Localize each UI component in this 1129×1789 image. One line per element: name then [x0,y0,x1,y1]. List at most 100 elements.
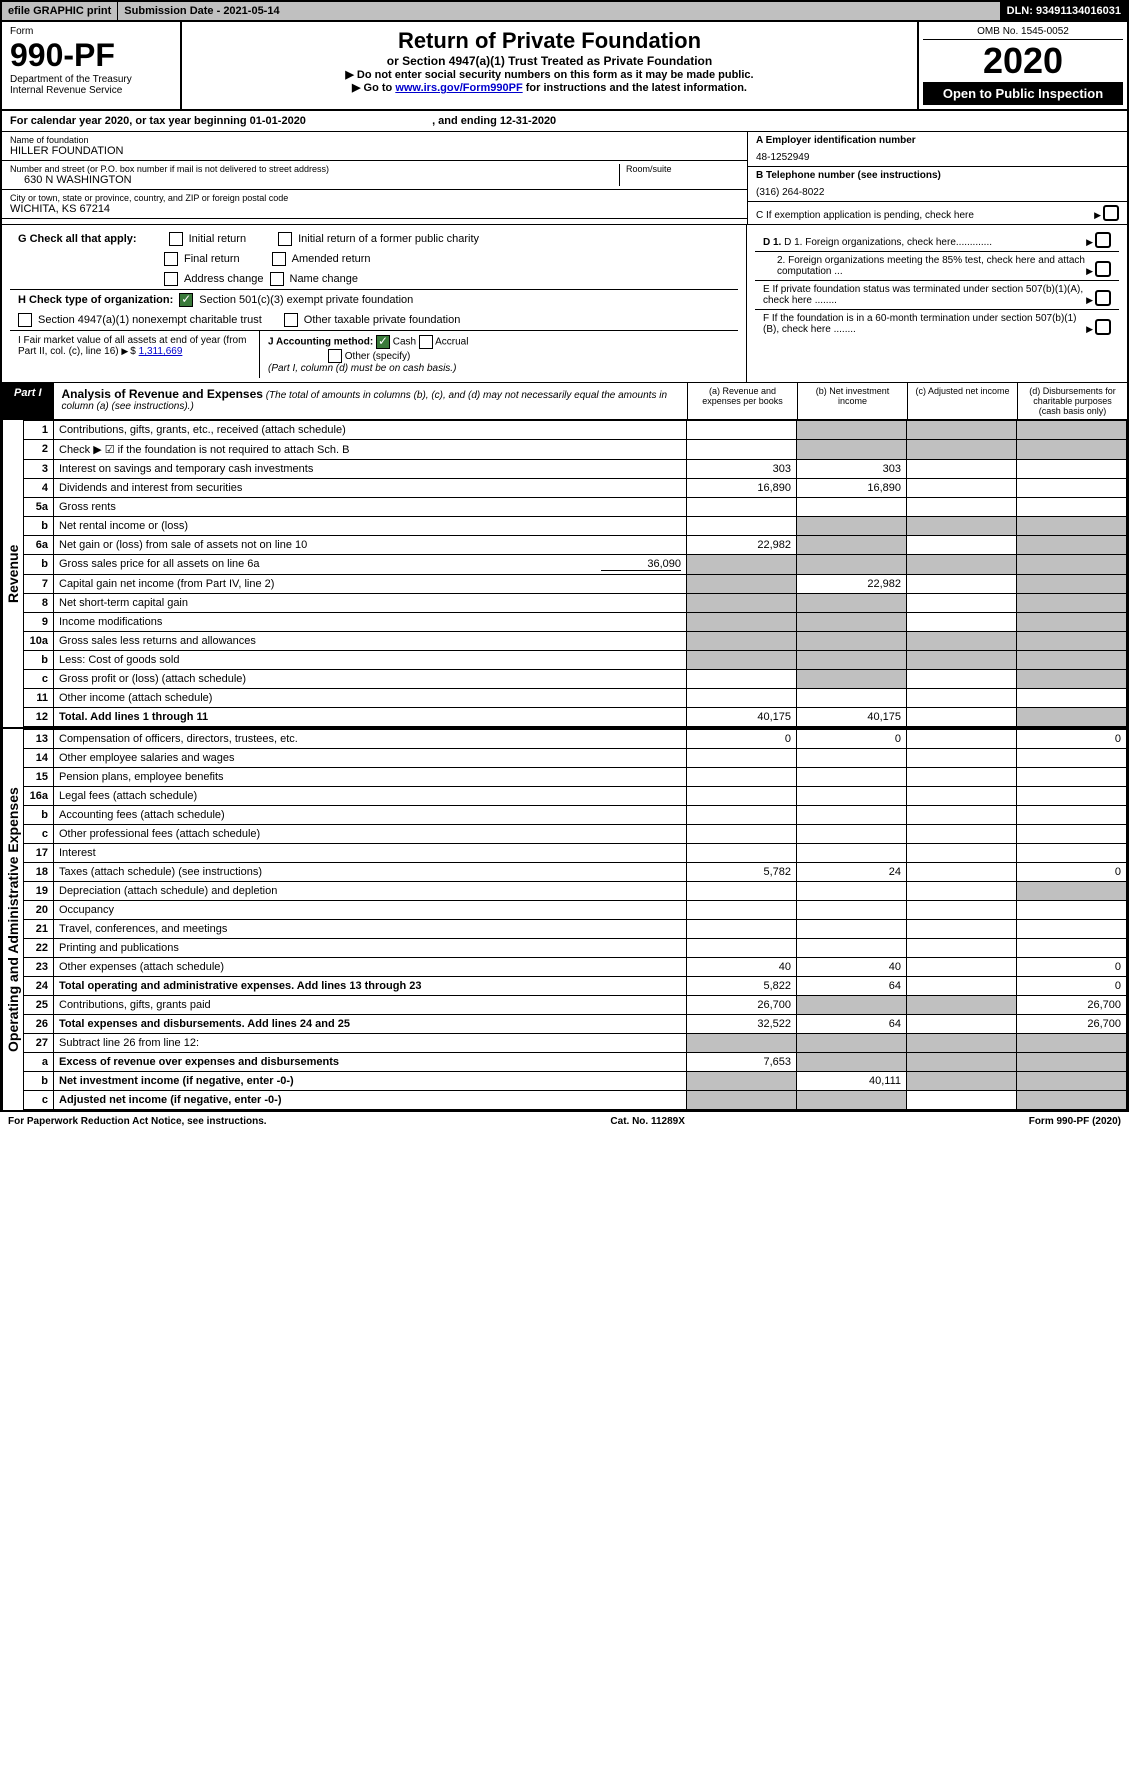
col-d [1017,575,1127,594]
row-number: 8 [24,594,54,613]
footer-mid: Cat. No. 11289X [610,1116,684,1127]
amended-checkbox[interactable] [272,252,286,266]
foundation-name: HILLER FOUNDATION [10,145,739,157]
col-c [907,689,1017,708]
row-number: 6a [24,536,54,555]
final-label: Final return [184,253,240,265]
col-b [797,670,907,689]
table-row: 17Interest [24,844,1127,863]
row-number: 11 [24,689,54,708]
col-b [797,651,907,670]
col-d [1017,460,1127,479]
d2-checkbox[interactable] [1095,261,1111,277]
col-d: 26,700 [1017,996,1127,1015]
col-b [797,594,907,613]
row-number: 7 [24,575,54,594]
col-c [907,421,1017,440]
row-number: 25 [24,996,54,1015]
accrual-checkbox[interactable] [419,335,433,349]
col-b-hdr: (b) Net investment income [797,383,907,419]
entity-right: A Employer identification number 48-1252… [747,132,1127,224]
initial-label: Initial return [189,233,246,245]
col-a [687,440,797,460]
topbar: efile GRAPHIC print Submission Date - 20… [2,2,1127,22]
cash-checkbox[interactable] [376,335,390,349]
c-checkbox[interactable] [1103,205,1119,221]
col-a [687,517,797,536]
expenses-table: 13Compensation of officers, directors, t… [23,729,1127,1110]
row-number: b [24,555,54,575]
col-d [1017,768,1127,787]
row-number: 10a [24,632,54,651]
row-desc: Total expenses and disbursements. Add li… [54,1015,687,1034]
f-label: F If the foundation is in a 60-month ter… [763,313,1086,335]
col-b [797,632,907,651]
i-value[interactable]: 1,311,669 [139,346,183,357]
row-number: 3 [24,460,54,479]
col-b [797,421,907,440]
col-d: 26,700 [1017,1015,1127,1034]
c-label: C If exemption application is pending, c… [756,210,1094,221]
form-title: Return of Private Foundation [188,28,911,54]
row-desc: Interest [54,844,687,863]
tax-year: 2020 [923,40,1123,82]
department: Department of the Treasury Internal Reve… [10,74,172,96]
4947-checkbox[interactable] [18,313,32,327]
table-row: 18Taxes (attach schedule) (see instructi… [24,863,1127,882]
col-b: 24 [797,863,907,882]
j-note: (Part I, column (d) must be on cash basi… [268,363,456,374]
col-d [1017,708,1127,727]
col-c [907,787,1017,806]
other-method-checkbox[interactable] [328,349,342,363]
table-row: 5aGross rents [24,498,1127,517]
col-b: 303 [797,460,907,479]
col-d [1017,594,1127,613]
col-d: 0 [1017,958,1127,977]
row-number: b [24,1072,54,1091]
col-b [797,939,907,958]
table-row: 13Compensation of officers, directors, t… [24,730,1127,749]
col-a: 22,982 [687,536,797,555]
col-a [687,498,797,517]
final-checkbox[interactable] [164,252,178,266]
col-d: 0 [1017,863,1127,882]
row-desc: Adjusted net income (if negative, enter … [54,1091,687,1110]
arrow-icon [1094,210,1103,221]
efile-label: efile GRAPHIC print [2,2,118,20]
i-label: I Fair market value of all assets at end… [18,335,246,357]
calendar-year-row: For calendar year 2020, or tax year begi… [2,111,1127,132]
col-d [1017,651,1127,670]
col-c [907,555,1017,575]
name-checkbox[interactable] [270,272,284,286]
table-row: 22Printing and publications [24,939,1127,958]
row-number: 17 [24,844,54,863]
other-tax-label: Other taxable private foundation [304,314,461,326]
col-b [797,498,907,517]
col-d [1017,1072,1127,1091]
col-a [687,768,797,787]
501c3-checkbox[interactable] [179,293,193,307]
row-desc: Gross sales less returns and allowances [54,632,687,651]
d1-checkbox[interactable] [1095,232,1111,248]
other-tax-checkbox[interactable] [284,313,298,327]
e-checkbox[interactable] [1095,290,1111,306]
initial-former-checkbox[interactable] [278,232,292,246]
e-row: E If private foundation status was termi… [755,281,1119,310]
irs-link[interactable]: www.irs.gov/Form990PF [395,82,522,94]
table-row: 16aLegal fees (attach schedule) [24,787,1127,806]
col-d [1017,479,1127,498]
col-c [907,863,1017,882]
addr-checkbox[interactable] [164,272,178,286]
table-row: 11Other income (attach schedule) [24,689,1127,708]
f-checkbox[interactable] [1095,319,1111,335]
row-number: 26 [24,1015,54,1034]
col-b: 64 [797,977,907,996]
col-d [1017,882,1127,901]
col-a: 7,653 [687,1053,797,1072]
initial-checkbox[interactable] [169,232,183,246]
row-number: b [24,806,54,825]
row-number: a [24,1053,54,1072]
row-number: 14 [24,749,54,768]
col-b: 22,982 [797,575,907,594]
col-d [1017,498,1127,517]
